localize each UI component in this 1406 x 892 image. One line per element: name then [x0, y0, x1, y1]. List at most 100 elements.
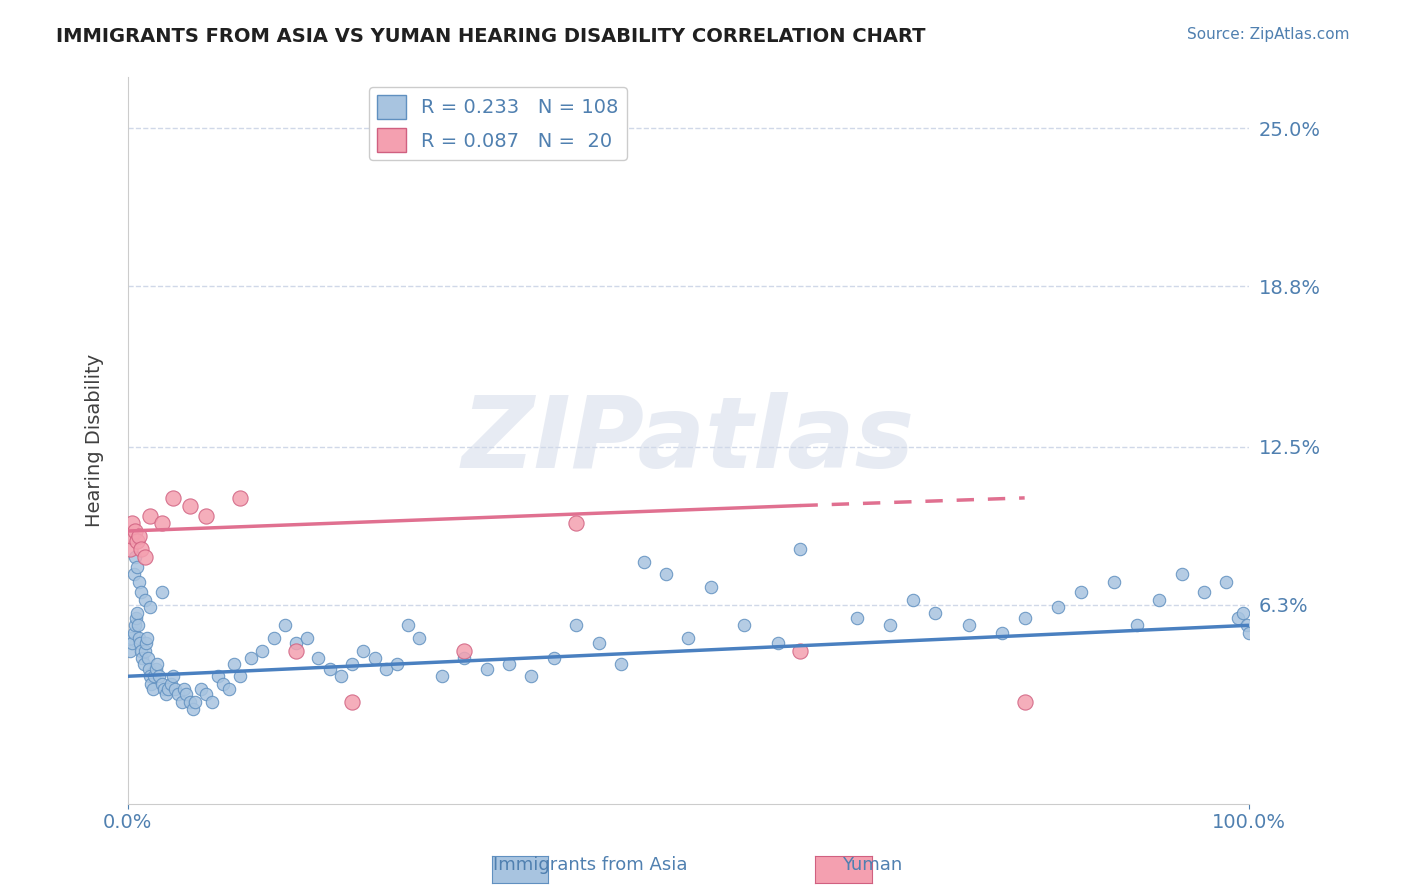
Point [150, 516, 173, 531]
Point [184, 695, 207, 709]
Point [134, 549, 156, 564]
Point [159, 677, 181, 691]
Point [124, 549, 146, 564]
Point [124, 618, 146, 632]
Point [218, 681, 240, 696]
Point [655, 567, 678, 582]
Point [396, 618, 419, 632]
Point [1104, 574, 1126, 589]
Text: Immigrants from Asia: Immigrants from Asia [494, 856, 688, 874]
Point [733, 618, 755, 632]
Point [179, 499, 201, 513]
Point [150, 585, 173, 599]
Point [408, 631, 430, 645]
Point [139, 508, 162, 523]
Point [131, 644, 153, 658]
Point [453, 651, 475, 665]
Point [1147, 592, 1170, 607]
Point [789, 541, 811, 556]
Point [125, 606, 148, 620]
Point [120, 541, 142, 556]
Point [162, 669, 184, 683]
Point [588, 636, 610, 650]
Point [633, 555, 655, 569]
Point [1047, 600, 1070, 615]
Point [789, 644, 811, 658]
Point [1170, 567, 1192, 582]
Point [229, 669, 252, 683]
Point [121, 636, 143, 650]
Point [146, 657, 169, 671]
Point [543, 651, 565, 665]
Point [125, 534, 148, 549]
Point [1236, 618, 1258, 632]
Point [131, 651, 153, 665]
Point [120, 644, 142, 658]
Point [134, 644, 156, 658]
Point [152, 681, 174, 696]
Point [136, 631, 159, 645]
Point [142, 681, 165, 696]
Y-axis label: Hearing Disability: Hearing Disability [86, 354, 104, 527]
Point [167, 687, 190, 701]
Point [274, 618, 297, 632]
Point [957, 618, 980, 632]
Point [1215, 574, 1237, 589]
Point [263, 631, 285, 645]
Point [565, 618, 588, 632]
Point [224, 657, 246, 671]
Point [430, 669, 453, 683]
Point [128, 574, 150, 589]
Point [122, 626, 145, 640]
Point [136, 651, 159, 665]
Point [127, 618, 149, 632]
Point [340, 657, 363, 671]
Point [901, 592, 924, 607]
Point [125, 610, 148, 624]
Point [190, 681, 212, 696]
Point [163, 681, 186, 696]
Point [924, 606, 946, 620]
Point [121, 516, 143, 531]
Point [1237, 626, 1260, 640]
Point [1014, 695, 1036, 709]
Point [845, 610, 868, 624]
Point [170, 695, 193, 709]
Point [139, 669, 162, 683]
Point [285, 644, 308, 658]
Point [174, 687, 197, 701]
Point [610, 657, 633, 671]
Point [1226, 610, 1249, 624]
Point [132, 657, 155, 671]
Point [352, 644, 374, 658]
Point [128, 631, 150, 645]
Point [125, 559, 148, 574]
Point [879, 618, 901, 632]
Point [1014, 610, 1036, 624]
Point [520, 669, 543, 683]
Point [1192, 585, 1215, 599]
Point [173, 681, 195, 696]
Point [700, 580, 723, 594]
Point [120, 631, 142, 645]
Point [148, 669, 170, 683]
Point [195, 687, 218, 701]
Point [565, 516, 588, 531]
Point [1070, 585, 1092, 599]
Point [122, 567, 145, 582]
Point [212, 677, 235, 691]
Text: IMMIGRANTS FROM ASIA VS YUMAN HEARING DISABILITY CORRELATION CHART: IMMIGRANTS FROM ASIA VS YUMAN HEARING DI… [56, 27, 925, 45]
Point [766, 636, 789, 650]
Point [340, 695, 363, 709]
Point [308, 651, 330, 665]
Point [318, 662, 340, 676]
Point [124, 524, 146, 538]
Text: ZIPatlas: ZIPatlas [461, 392, 915, 489]
Point [157, 681, 180, 696]
Point [131, 541, 153, 556]
Point [129, 636, 152, 650]
Point [229, 491, 252, 505]
Legend: R = 0.233   N = 108, R = 0.087   N =  20: R = 0.233 N = 108, R = 0.087 N = 20 [368, 87, 627, 160]
Point [141, 677, 163, 691]
Point [329, 669, 352, 683]
